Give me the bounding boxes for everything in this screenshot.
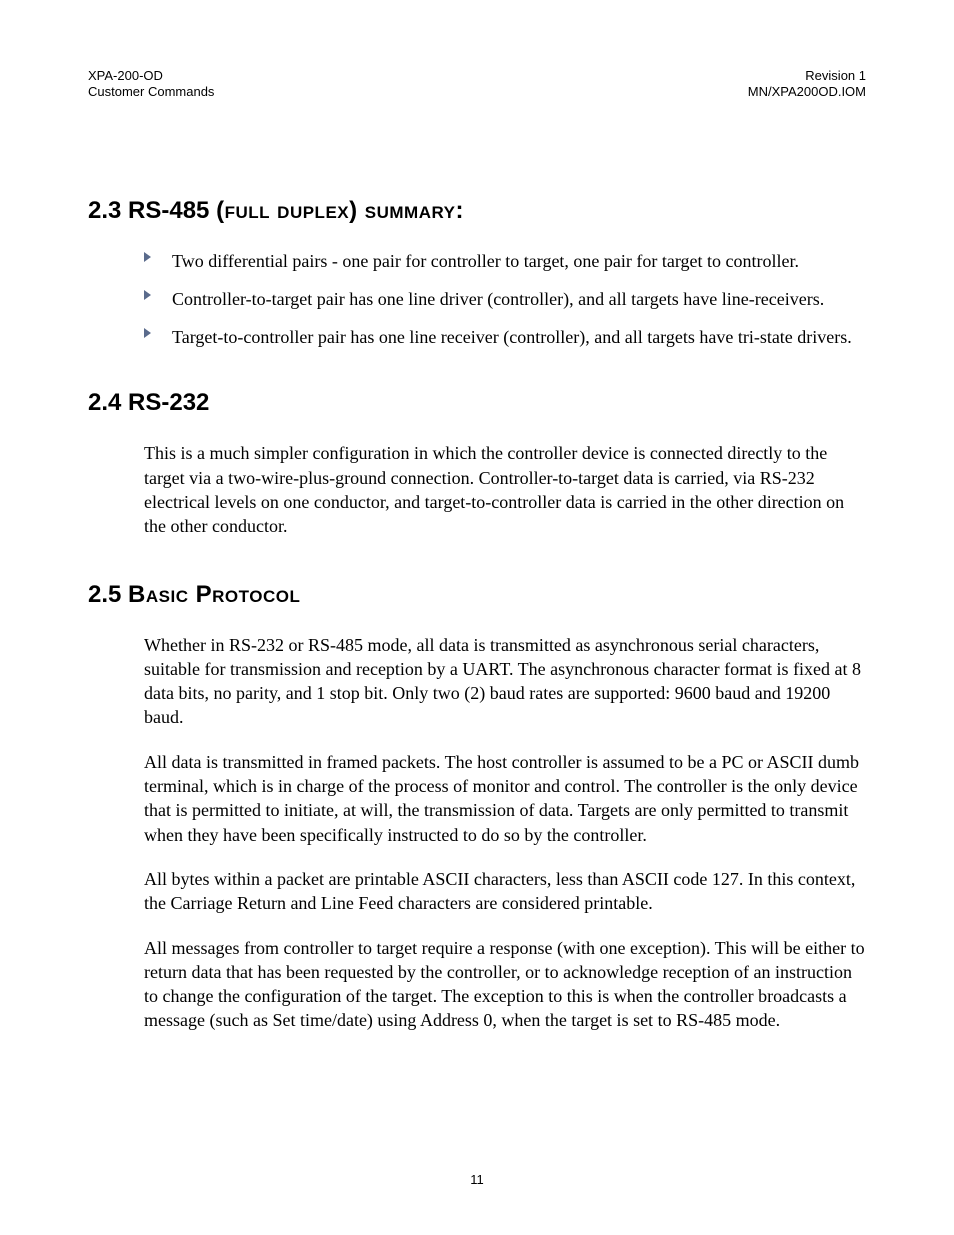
page-footer: 11: [0, 1172, 954, 1187]
para-2-5-b: All data is transmitted in framed packet…: [144, 750, 866, 847]
header-left: XPA-200-OD Customer Commands: [88, 68, 214, 101]
heading-2-4: 2.4 RS-232: [88, 389, 866, 417]
heading-2-5-subtitle: Basic Protocol: [128, 581, 300, 608]
page: XPA-200-OD Customer Commands Revision 1 …: [0, 0, 954, 1235]
page-header: XPA-200-OD Customer Commands Revision 1 …: [88, 68, 866, 101]
page-number: 11: [470, 1172, 484, 1187]
heading-2-5-number: 2.5: [88, 581, 128, 608]
heading-2-3: 2.3 RS-485 (full duplex) summary:: [88, 197, 866, 225]
bullet-arrow-icon: [144, 328, 151, 338]
heading-2-5: 2.5 Basic Protocol: [88, 581, 866, 609]
header-doc-id: XPA-200-OD: [88, 68, 214, 84]
bullet-item: Target-to-controller pair has one line r…: [144, 325, 866, 349]
bullet-item: Two differential pairs - one pair for co…: [144, 249, 866, 273]
bullet-text: Controller-to-target pair has one line d…: [172, 289, 824, 309]
bullet-arrow-icon: [144, 290, 151, 300]
para-2-4: This is a much simpler configuration in …: [144, 441, 866, 538]
header-section-name: Customer Commands: [88, 84, 214, 100]
para-2-5-d: All messages from controller to target r…: [144, 936, 866, 1033]
heading-2-3-subtitle: (full duplex) summary:: [216, 197, 464, 224]
bullet-arrow-icon: [144, 252, 151, 262]
header-doc-code: MN/XPA200OD.IOM: [748, 84, 866, 100]
bullet-text: Target-to-controller pair has one line r…: [172, 327, 852, 347]
bullet-item: Controller-to-target pair has one line d…: [144, 287, 866, 311]
bullet-text: Two differential pairs - one pair for co…: [172, 251, 799, 271]
header-revision: Revision 1: [748, 68, 866, 84]
heading-2-3-number: 2.3 RS-485: [88, 197, 216, 224]
bullets-2-3: Two differential pairs - one pair for co…: [144, 249, 866, 350]
spacer: [88, 559, 866, 581]
para-2-5-a: Whether in RS-232 or RS-485 mode, all da…: [144, 633, 866, 730]
header-right: Revision 1 MN/XPA200OD.IOM: [748, 68, 866, 101]
para-2-5-c: All bytes within a packet are printable …: [144, 867, 866, 916]
